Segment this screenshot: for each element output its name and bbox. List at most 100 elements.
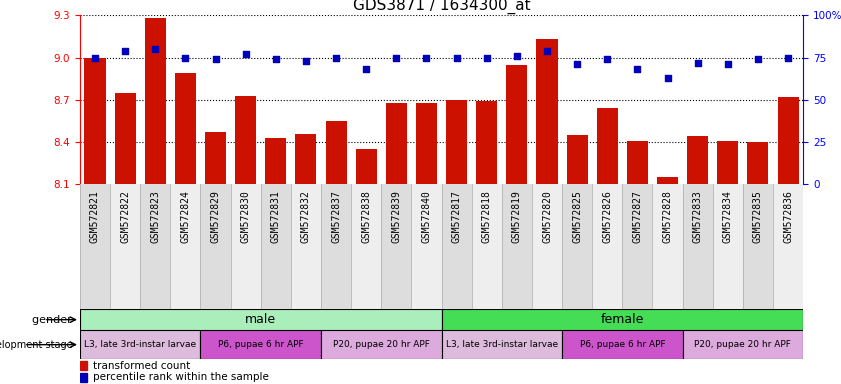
Bar (230, 184, 261, 309)
Point (570, 61, 584, 68)
Text: GSM572832: GSM572832 (301, 190, 311, 243)
Point (269, 56, 283, 62)
Bar (321, 330, 442, 359)
Point (239, 51, 252, 57)
Point (661, 75, 674, 81)
Text: GSM572820: GSM572820 (542, 190, 552, 243)
Point (510, 53, 524, 59)
Text: percentile rank within the sample: percentile rank within the sample (93, 372, 268, 382)
Bar (80, 330, 200, 359)
Text: GSM572818: GSM572818 (482, 190, 492, 243)
Bar (321, 184, 351, 309)
Bar (356, 149, 377, 184)
Text: GSM572840: GSM572840 (421, 190, 431, 243)
Text: GSM572822: GSM572822 (120, 190, 130, 243)
Point (691, 60, 705, 66)
Text: GSM572817: GSM572817 (452, 190, 462, 243)
Bar (537, 39, 558, 184)
Text: transformed count: transformed count (93, 361, 190, 371)
Bar (140, 184, 170, 309)
Text: L3, late 3rd-instar larvae: L3, late 3rd-instar larvae (84, 340, 196, 349)
Point (119, 48, 132, 54)
Point (178, 55, 192, 61)
Bar (748, 142, 769, 184)
Point (721, 61, 734, 68)
Bar (80, 361, 87, 370)
Text: P6, pupae 6 hr APF: P6, pupae 6 hr APF (218, 340, 304, 349)
Text: GSM572828: GSM572828 (663, 190, 673, 243)
Bar (80, 372, 87, 382)
Bar (291, 184, 321, 309)
Bar (442, 184, 472, 309)
Bar (657, 177, 678, 184)
Text: GSM572829: GSM572829 (210, 190, 220, 243)
Bar (352, 184, 381, 309)
Text: gender: gender (33, 314, 76, 325)
Text: GSM572826: GSM572826 (602, 190, 612, 243)
Bar (502, 184, 532, 309)
Bar (295, 134, 316, 184)
Point (299, 58, 313, 64)
Text: development stage: development stage (0, 339, 76, 350)
Point (781, 55, 795, 61)
Point (600, 56, 614, 62)
Bar (235, 96, 257, 184)
Bar (778, 97, 799, 184)
Point (631, 66, 644, 73)
Point (389, 55, 403, 61)
Text: GSM572837: GSM572837 (331, 190, 341, 243)
Point (359, 66, 373, 73)
Bar (261, 184, 291, 309)
Point (420, 55, 433, 61)
Point (480, 55, 494, 61)
Bar (653, 184, 683, 309)
Point (88, 55, 102, 61)
Bar (205, 132, 226, 184)
Bar (381, 184, 411, 309)
Bar (442, 309, 803, 330)
Text: GSM572830: GSM572830 (241, 190, 251, 243)
Bar (170, 184, 200, 309)
Bar (411, 184, 442, 309)
Text: GSM572824: GSM572824 (180, 190, 190, 243)
Bar (80, 184, 110, 309)
Bar (110, 184, 140, 309)
Bar (145, 18, 166, 184)
Bar (506, 65, 527, 184)
Bar (712, 184, 743, 309)
Text: GSM572825: GSM572825 (572, 190, 582, 243)
Bar (265, 138, 286, 184)
Text: P6, pupae 6 hr APF: P6, pupae 6 hr APF (579, 340, 665, 349)
Text: male: male (245, 313, 277, 326)
Bar (446, 100, 467, 184)
Bar (325, 121, 346, 184)
Text: GSM572836: GSM572836 (783, 190, 793, 243)
Bar (743, 184, 773, 309)
Text: GSM572823: GSM572823 (151, 190, 161, 243)
Bar (200, 184, 230, 309)
Bar (627, 141, 648, 184)
Bar (386, 103, 407, 184)
Bar (622, 184, 653, 309)
Text: GSM572831: GSM572831 (271, 190, 281, 243)
Bar (200, 330, 321, 359)
Text: GSM572834: GSM572834 (722, 190, 733, 243)
Point (209, 56, 222, 62)
Text: GSM572835: GSM572835 (753, 190, 763, 243)
Text: GSM572827: GSM572827 (632, 190, 643, 243)
Bar (472, 184, 502, 309)
Bar (476, 101, 497, 184)
Bar (114, 93, 135, 184)
Point (330, 55, 343, 61)
Text: P20, pupae 20 hr APF: P20, pupae 20 hr APF (695, 340, 791, 349)
Text: L3, late 3rd-instar larvae: L3, late 3rd-instar larvae (446, 340, 558, 349)
Point (450, 55, 463, 61)
Title: GDS3871 / 1634300_at: GDS3871 / 1634300_at (352, 0, 531, 14)
Bar (175, 73, 196, 184)
Bar (416, 103, 437, 184)
Bar (683, 184, 712, 309)
Text: GSM572821: GSM572821 (90, 190, 100, 243)
Point (149, 46, 162, 52)
Text: GSM572838: GSM572838 (361, 190, 371, 243)
Bar (532, 184, 562, 309)
